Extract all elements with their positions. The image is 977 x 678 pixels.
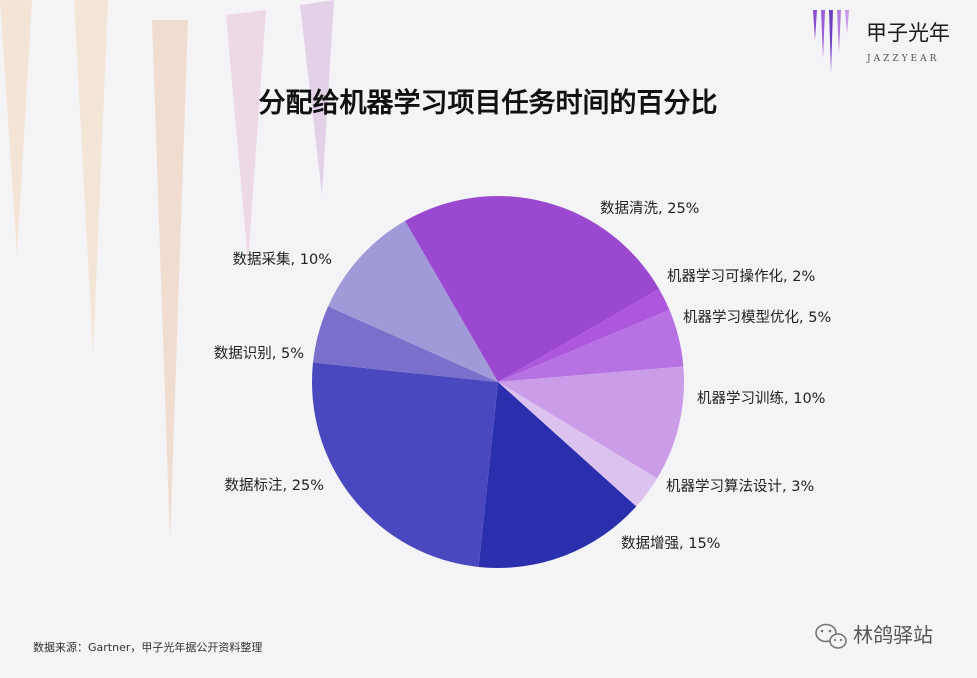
slice-labels: 数据清洗, 25% 机器学习可操作化, 2% 机器学习模型优化, 5% 机器学习…	[214, 200, 831, 552]
watermark-text: 林鸽驿站	[853, 623, 933, 647]
pie-slices	[312, 196, 685, 568]
pie-slice-3	[498, 366, 685, 479]
decorative-spikes	[0, 0, 334, 540]
slice-label-ml-training: 机器学习训练, 10%	[697, 390, 825, 407]
chart-title: 分配给机器学习项目任务时间的百分比	[259, 87, 718, 119]
slice-label-data-collection: 数据采集, 10%	[233, 251, 332, 268]
slice-label-data-identification: 数据识别, 5%	[214, 345, 304, 362]
source-note: 数据来源：Gartner，甲子光年据公开资料整理	[33, 640, 262, 654]
pie-slice-4	[498, 382, 658, 507]
pie-slice-1	[498, 289, 670, 382]
spike-3	[152, 20, 188, 540]
pie-slice-0	[405, 196, 660, 382]
logo-name-cn: 甲子光年	[866, 21, 950, 45]
slice-label-ml-algorithm-design: 机器学习算法设计, 3%	[666, 478, 814, 495]
logo-mark-icon	[813, 10, 849, 72]
logo-name-en: JAZZYEAR	[866, 54, 939, 64]
slice-label-data-annotation: 数据标注, 25%	[225, 477, 324, 494]
slice-label-ml-operationalization: 机器学习可操作化, 2%	[667, 268, 815, 285]
pie-slice-7	[313, 306, 498, 382]
slice-label-data-augmentation: 数据增强, 15%	[621, 535, 720, 552]
spike-2	[74, 0, 108, 355]
slice-label-ml-model-optimization: 机器学习模型优化, 5%	[683, 309, 831, 326]
pie-slice-5	[478, 382, 637, 568]
spike-4	[226, 10, 266, 262]
brand-logo: 甲子光年 JAZZYEAR	[813, 10, 950, 72]
wechat-icon	[815, 623, 847, 649]
pie-slice-2	[498, 309, 684, 382]
slice-label-data-cleaning: 数据清洗, 25%	[600, 200, 699, 217]
pie-slice-6	[312, 362, 498, 567]
spike-1	[0, 0, 32, 255]
pie-slice-8	[328, 220, 498, 382]
spike-5	[300, 0, 334, 195]
watermark: 林鸽驿站	[815, 623, 933, 649]
